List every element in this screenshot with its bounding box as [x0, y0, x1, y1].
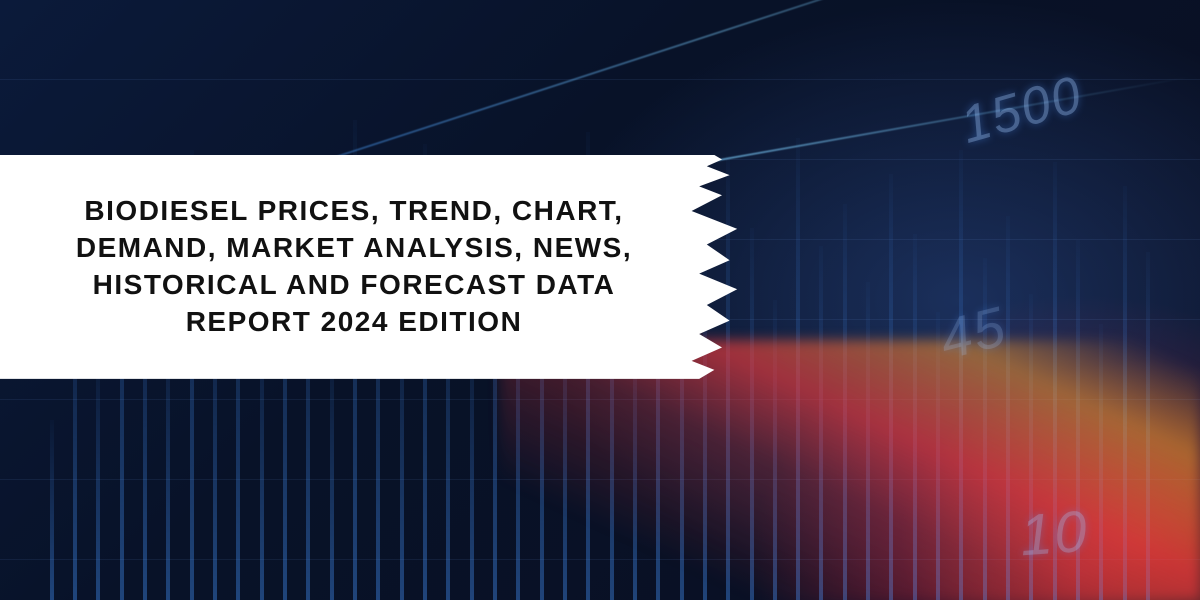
chart-bar	[50, 420, 54, 600]
red-area-glow	[500, 340, 1200, 600]
headline-text: BIODIESEL PRICES, TREND, CHART, DEMAND, …	[28, 193, 680, 341]
headline-panel: BIODIESEL PRICES, TREND, CHART, DEMAND, …	[0, 155, 760, 379]
chart-bar	[96, 348, 100, 600]
